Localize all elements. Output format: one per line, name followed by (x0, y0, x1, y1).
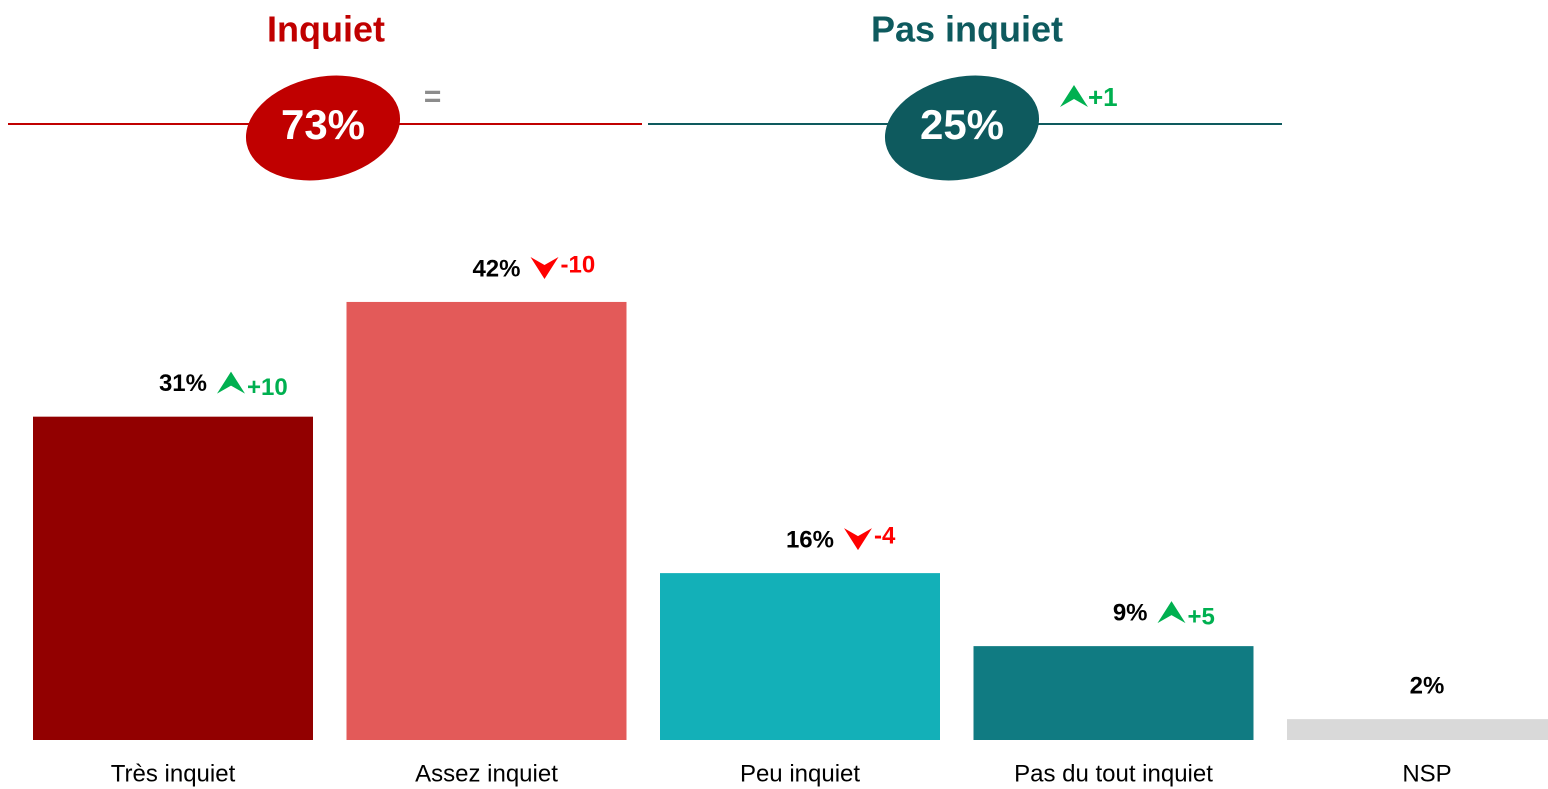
change-label: +10 (247, 374, 288, 401)
value-label: 16% (786, 526, 834, 553)
bar (33, 416, 313, 740)
group-change: +1 (1088, 82, 1118, 112)
group-badge (884, 75, 1040, 181)
category-label: Très inquiet (111, 760, 236, 787)
change-label: +5 (1188, 603, 1215, 630)
value-label: 9% (1113, 599, 1148, 626)
bar (973, 646, 1254, 740)
category-label: Assez inquiet (415, 760, 558, 787)
arrow-up (217, 371, 245, 394)
category-label: Peu inquiet (740, 760, 860, 787)
change-label: -10 (561, 251, 596, 278)
arrow-down (844, 528, 872, 551)
value-label: 31% (159, 370, 207, 397)
group-title: Pas inquiet (871, 9, 1063, 50)
arrow-up (1157, 601, 1186, 624)
category-label: Pas du tout inquiet (1014, 760, 1213, 787)
value-label: 2% (1410, 672, 1445, 699)
arrow-up (1060, 85, 1088, 107)
bar (346, 301, 627, 740)
group-value: 25% (920, 101, 1004, 148)
group-change: = (423, 80, 441, 113)
category-label: NSP (1402, 760, 1451, 787)
group-title: Inquiet (267, 9, 385, 50)
bar (660, 573, 940, 740)
value-label: 42% (472, 255, 520, 282)
change-label: -4 (874, 522, 896, 549)
bar (1287, 719, 1548, 740)
group-badge (245, 75, 401, 181)
group-value: 73% (281, 101, 365, 148)
arrow-down (530, 256, 559, 279)
